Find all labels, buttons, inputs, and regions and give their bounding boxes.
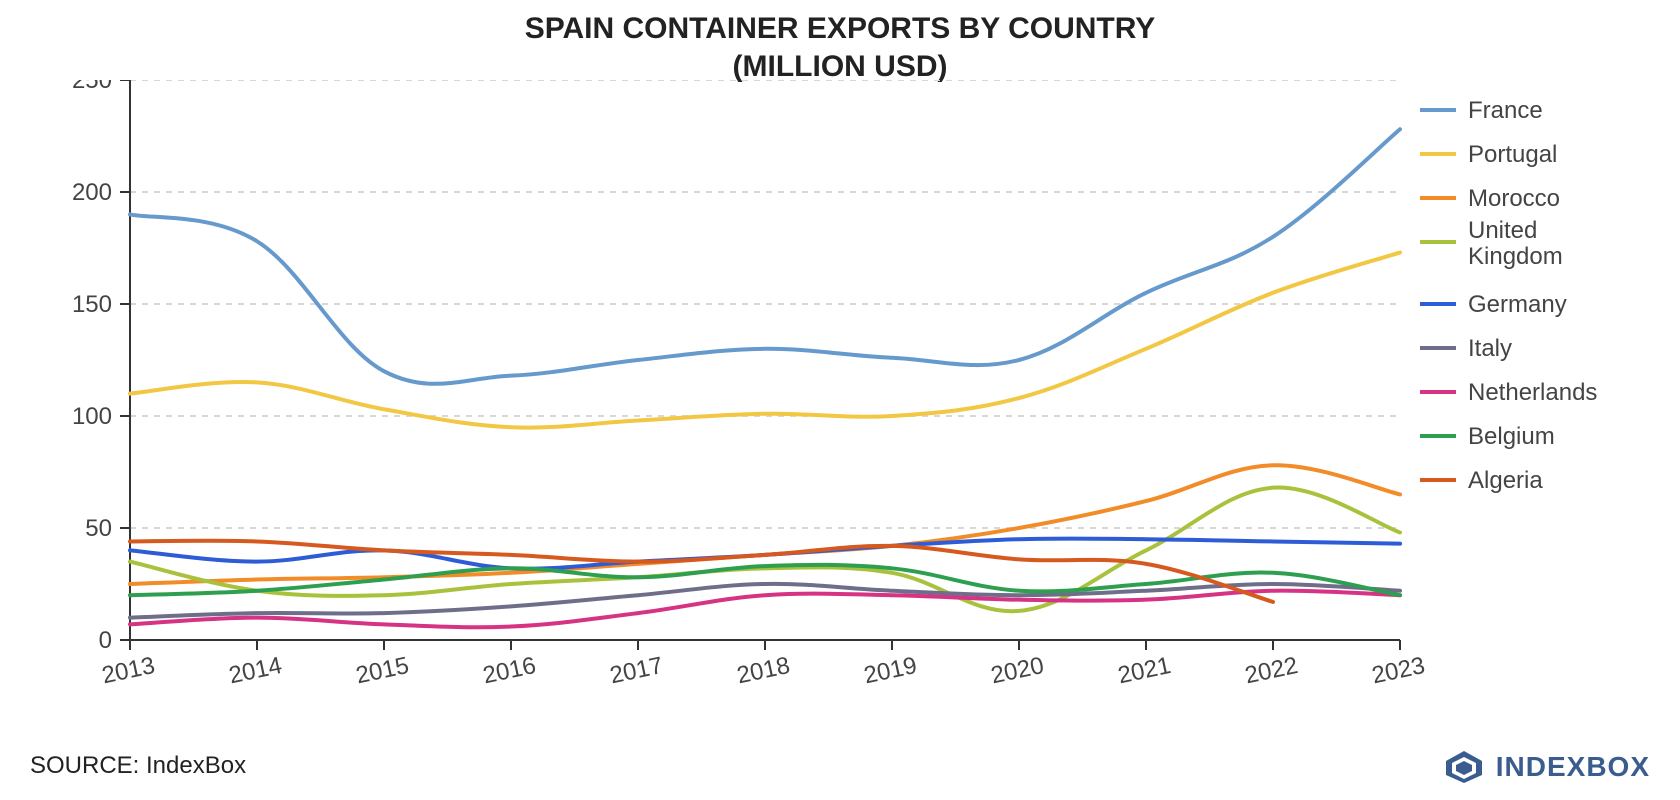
y-tick-label: 200 (72, 179, 112, 206)
legend-item: Netherlands (1420, 379, 1597, 406)
x-tick-label: 2021 (1116, 652, 1174, 690)
legend-item: Portugal (1420, 141, 1557, 168)
x-tick-label: 2023 (1370, 652, 1428, 690)
y-tick-label: 0 (99, 627, 112, 654)
series-line (130, 129, 1400, 384)
x-tick-label: 2020 (989, 652, 1047, 690)
x-tick-label: 2019 (862, 652, 920, 690)
legend-label: United (1468, 217, 1537, 244)
legend-label: Italy (1468, 335, 1512, 362)
x-tick-label: 2016 (481, 652, 539, 690)
chart-area: 0 50 100 150 200 250 2013 2014 2015 2016 2017 2018 2… (40, 80, 1640, 700)
legend-item: Italy (1420, 335, 1512, 362)
legend-item: Morocco (1420, 185, 1560, 212)
series-line (130, 584, 1400, 618)
legend-label: Portugal (1468, 141, 1557, 168)
legend-label: Morocco (1468, 185, 1560, 212)
legend-label: Algeria (1468, 467, 1543, 494)
x-tick-label: 2014 (227, 652, 285, 690)
x-tick-label: 2017 (608, 652, 666, 690)
y-tick-label: 250 (72, 80, 112, 94)
legend-label: Netherlands (1468, 379, 1597, 406)
legend-item: Germany (1420, 291, 1567, 318)
x-tick-label: 2015 (354, 652, 412, 690)
legend-item: France (1420, 97, 1543, 124)
y-tick-label: 50 (85, 515, 112, 542)
x-tick-label: 2013 (100, 652, 158, 690)
y-tick-label: 100 (72, 403, 112, 430)
source-label: SOURCE: IndexBox (30, 752, 246, 780)
legend-label: Kingdom (1468, 243, 1563, 270)
series-line (130, 252, 1400, 427)
legend-item: Belgium (1420, 423, 1555, 450)
legend-label: France (1468, 97, 1543, 124)
legend-label: Germany (1468, 291, 1567, 318)
logo-icon (1442, 749, 1486, 785)
series-line (130, 487, 1400, 611)
line-chart-svg: 0 50 100 150 200 250 2013 2014 2015 2016 2017 2018 2… (40, 80, 1640, 700)
legend-item: Algeria (1420, 467, 1543, 494)
x-tick-label: 2022 (1243, 652, 1301, 690)
x-tick-label: 2018 (735, 652, 793, 690)
logo-text: INDEXBOX (1496, 751, 1650, 783)
legend-item: UnitedKingdom (1420, 217, 1563, 270)
brand-logo: INDEXBOX (1442, 749, 1650, 785)
chart-title: SPAIN CONTAINER EXPORTS BY COUNTRY (MILL… (0, 10, 1680, 85)
legend-label: Belgium (1468, 423, 1555, 450)
chart-title-line1: SPAIN CONTAINER EXPORTS BY COUNTRY (0, 10, 1680, 48)
y-tick-label: 150 (72, 291, 112, 318)
